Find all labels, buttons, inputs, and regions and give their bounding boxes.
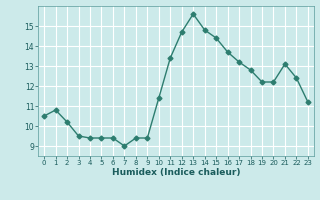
- X-axis label: Humidex (Indice chaleur): Humidex (Indice chaleur): [112, 168, 240, 177]
